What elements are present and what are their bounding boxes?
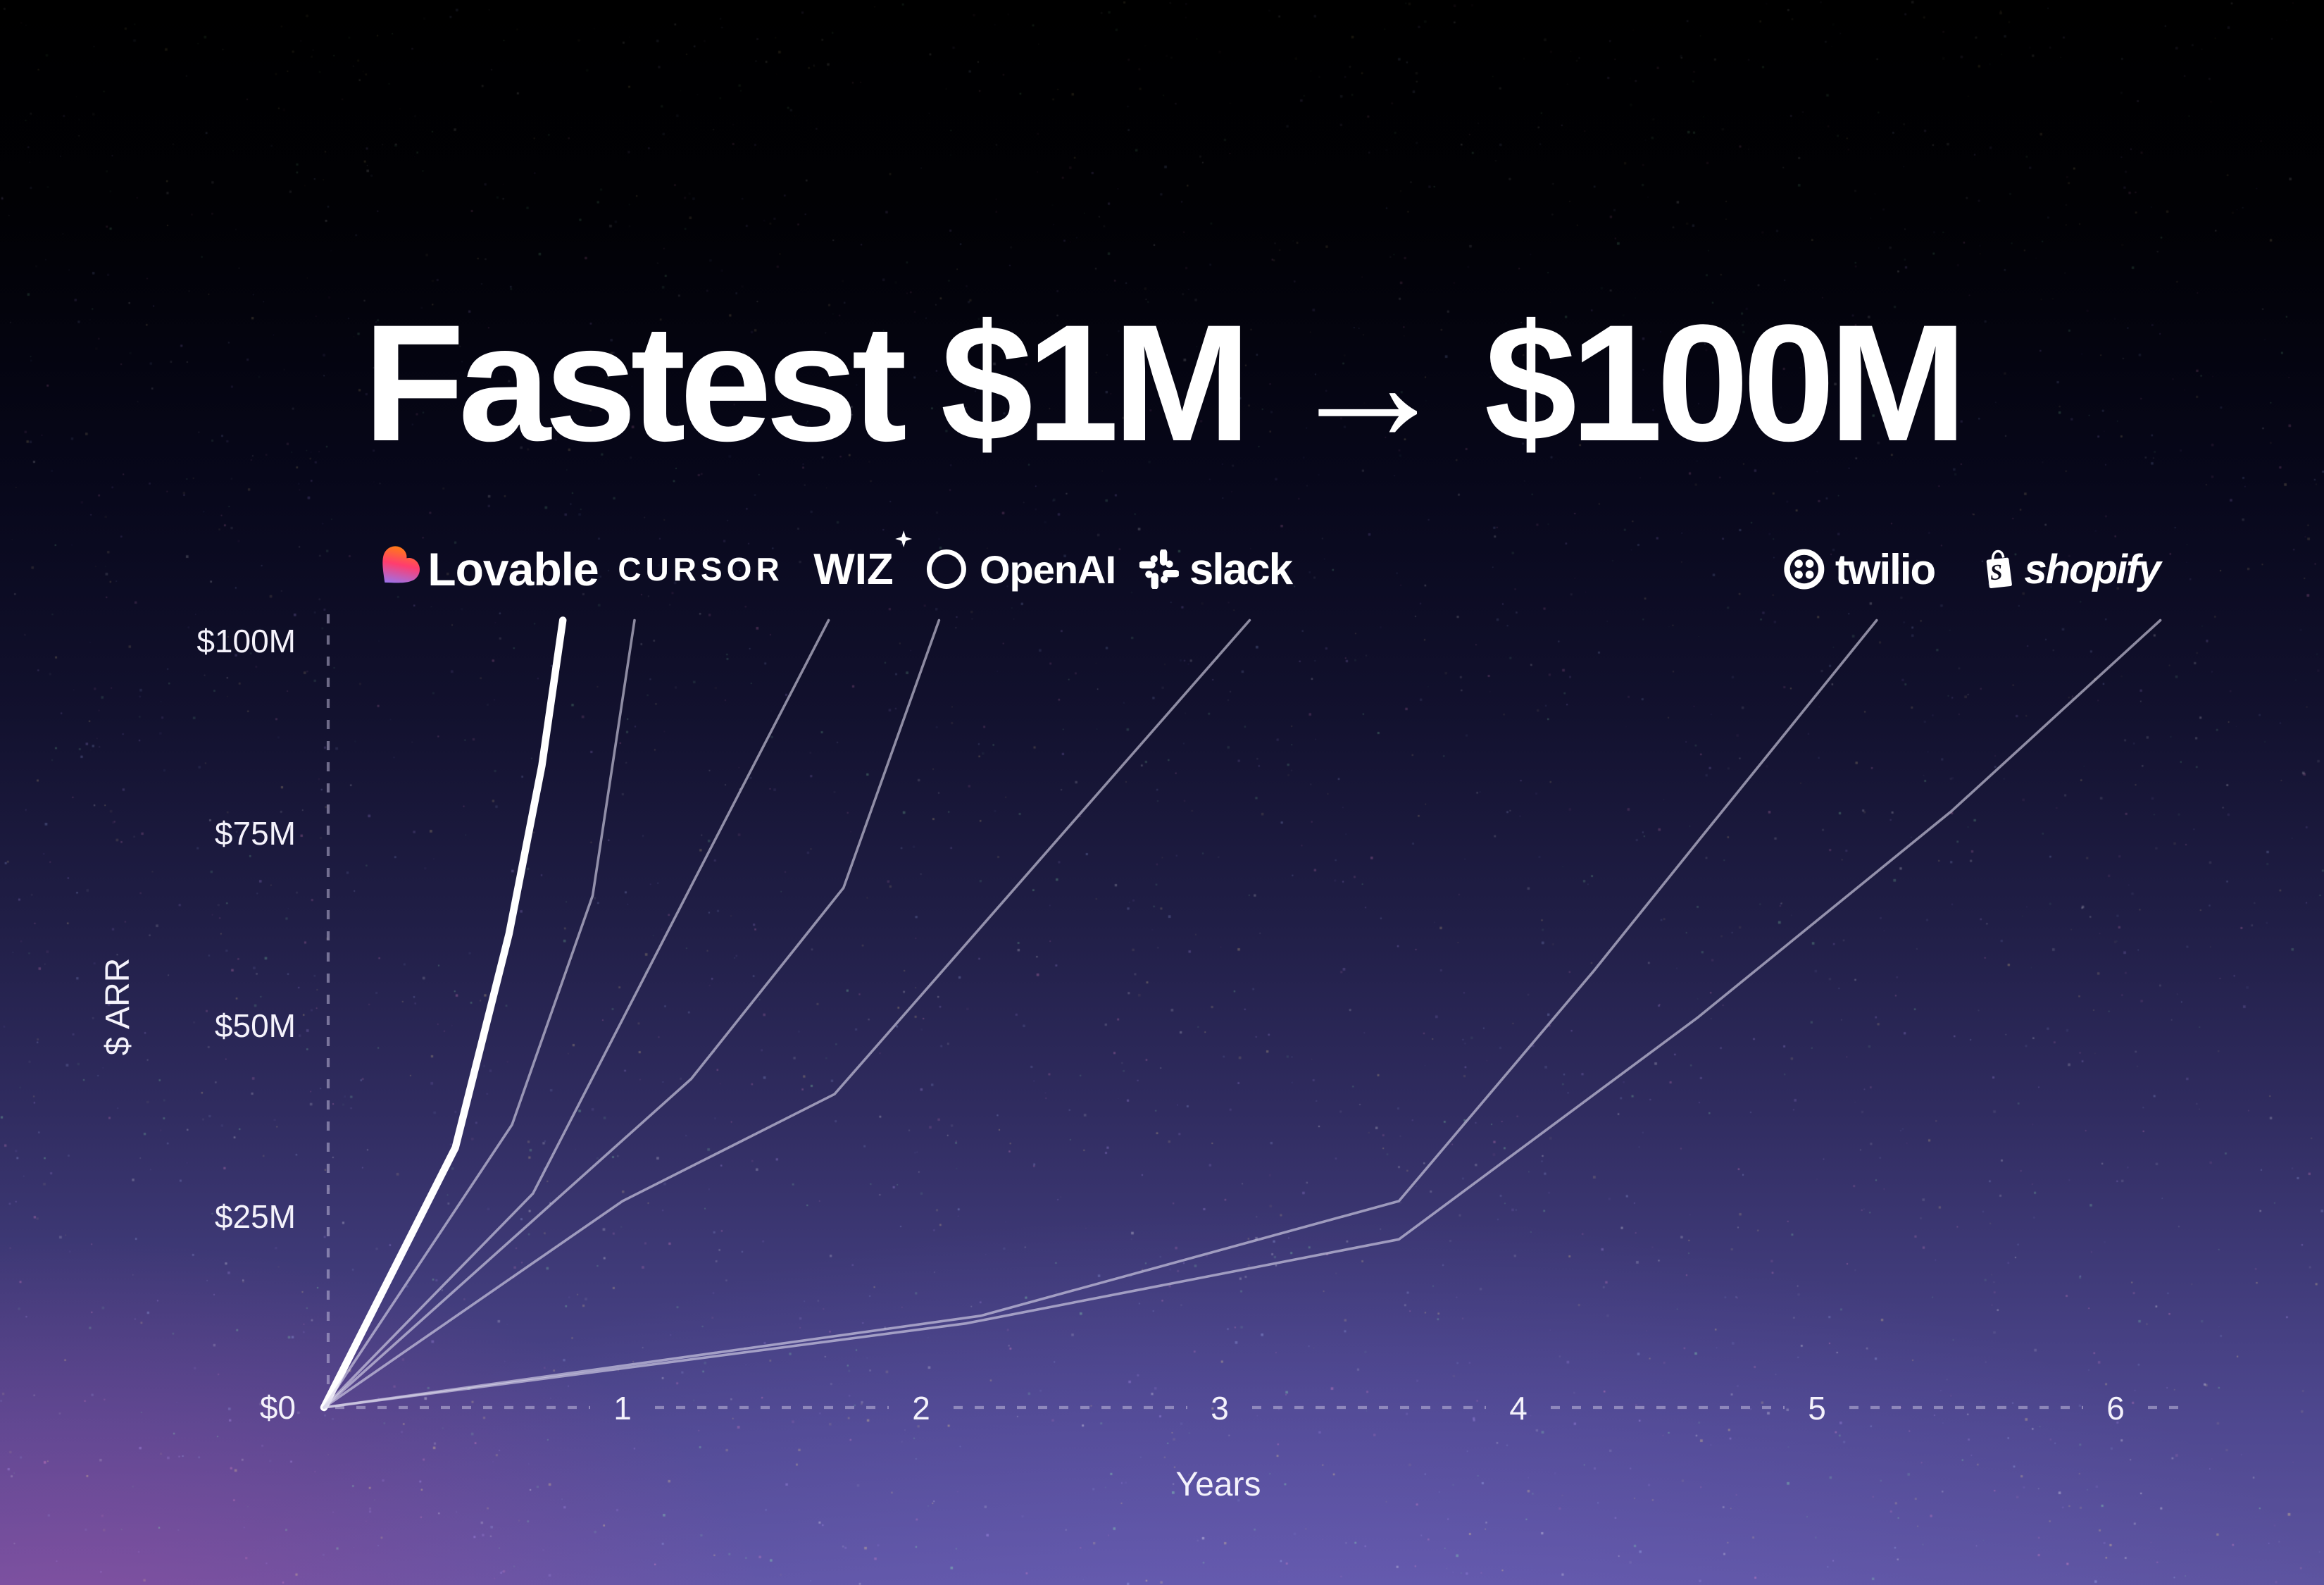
shopify-bag-icon: S <box>1981 549 2013 589</box>
logo-openai: OpenAI <box>924 534 1116 604</box>
line-openai <box>324 621 939 1408</box>
logo-twilio-label: twilio <box>1835 545 1935 594</box>
y-tick-50m: $50M <box>113 1007 296 1045</box>
y-tick-0: $0 <box>113 1388 296 1426</box>
line-cursor <box>324 621 635 1408</box>
twilio-icon <box>1784 549 1825 590</box>
logo-slack: slack <box>1139 534 1292 604</box>
line-slack <box>324 621 1249 1408</box>
y-axis-label: $ ARR <box>99 901 137 1112</box>
lovable-heart-icon <box>368 541 425 597</box>
logo-lovable: Lovable <box>376 534 598 604</box>
logo-cursor-label: CURSOR <box>618 550 783 588</box>
x-tick-2: 2 <box>879 1389 963 1427</box>
svg-text:S: S <box>1989 559 2004 585</box>
x-tick-6: 6 <box>2073 1389 2158 1427</box>
logo-cursor: CURSOR <box>618 534 783 604</box>
logo-shopify-label: shopify <box>2024 546 2159 593</box>
logo-slack-label: slack <box>1189 545 1292 595</box>
x-tick-4: 4 <box>1476 1389 1561 1427</box>
logo-wiz-label: WIZ <box>813 545 894 594</box>
y-tick-75m: $75M <box>113 814 296 852</box>
logo-openai-label: OpenAI <box>980 547 1116 592</box>
y-tick-25m: $25M <box>113 1198 296 1236</box>
logo-shopify: S shopify <box>1981 534 2159 604</box>
slack-icon <box>1139 549 1179 589</box>
x-axis-label: Years <box>1077 1465 1359 1504</box>
logo-twilio: twilio <box>1784 534 1935 604</box>
y-tick-100m: $100M <box>113 622 296 660</box>
logo-wiz: WIZ <box>813 534 894 604</box>
line-wiz <box>324 621 829 1408</box>
line-shopify <box>324 621 2161 1408</box>
page-title: Fastest $1M → $100M <box>0 300 2324 466</box>
x-tick-1: 1 <box>580 1389 665 1427</box>
openai-icon <box>924 547 969 592</box>
logo-lovable-label: Lovable <box>427 542 598 596</box>
line-twilio <box>324 621 1877 1408</box>
wiz-sparkle-icon <box>895 530 912 547</box>
slide: Fastest $1M → $100M $100M $75M $50M $25M… <box>0 0 2324 1585</box>
x-tick-3: 3 <box>1177 1389 1262 1427</box>
arr-growth-chart <box>0 0 2324 1585</box>
x-tick-5: 5 <box>1775 1389 1859 1427</box>
line-lovable <box>324 621 563 1408</box>
